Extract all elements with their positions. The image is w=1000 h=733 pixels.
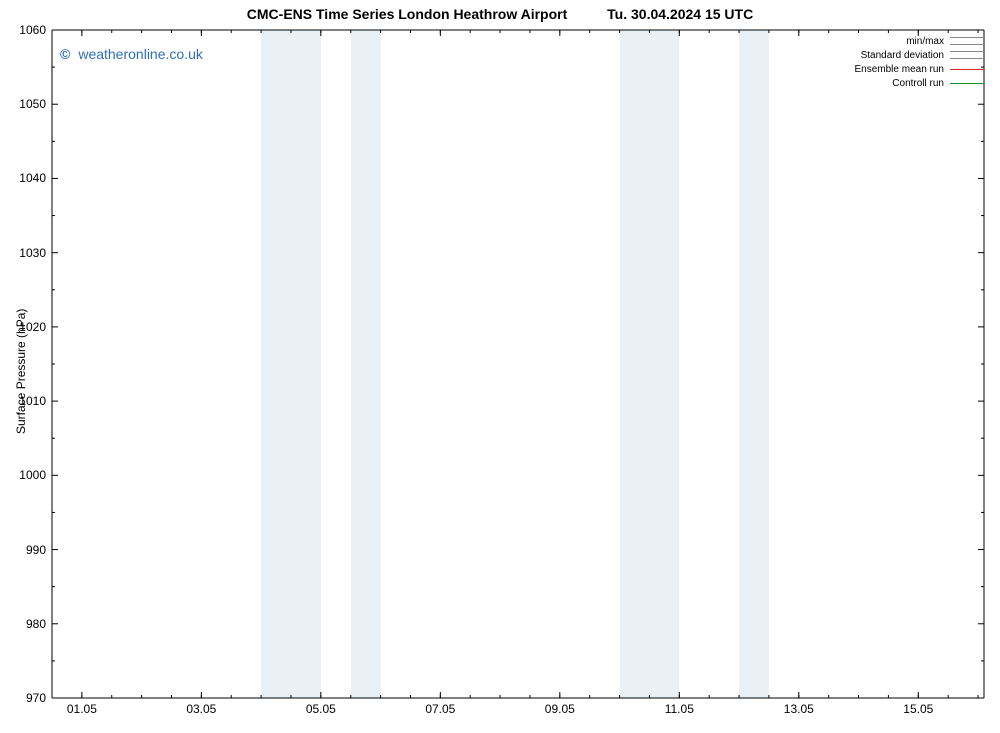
legend-swatch: [950, 37, 984, 45]
y-tick-label: 1060: [12, 23, 46, 37]
x-tick-label: 05.05: [306, 702, 336, 716]
y-tick-label: 1020: [12, 320, 46, 334]
legend-item: Standard deviation: [855, 48, 985, 62]
x-tick-label: 03.05: [186, 702, 216, 716]
chart-title-date: Tu. 30.04.2024 15 UTC: [607, 6, 753, 22]
chart-title-main: CMC-ENS Time Series London Heathrow Airp…: [247, 6, 567, 22]
axes-svg: [52, 30, 984, 698]
chart-title-bar: CMC-ENS Time Series London Heathrow Airp…: [0, 6, 1000, 22]
y-tick-label: 1040: [12, 171, 46, 185]
legend: min/max Standard deviation Ensemble mean r…: [855, 34, 985, 90]
y-tick-label: 1050: [12, 97, 46, 111]
legend-swatch: [950, 69, 984, 70]
legend-swatch: [950, 51, 984, 59]
legend-item-label: Controll run: [892, 78, 944, 89]
y-tick-label: 990: [12, 543, 46, 557]
x-tick-label: 11.05: [665, 702, 694, 716]
x-tick-label: 07.05: [425, 702, 455, 716]
legend-item-label: min/max: [906, 36, 944, 47]
legend-item: Ensemble mean run: [855, 62, 985, 76]
y-tick-label: 980: [12, 617, 46, 631]
x-tick-label: 09.05: [545, 702, 575, 716]
x-tick-label: 13.05: [784, 702, 814, 716]
x-tick-label: 15.05: [903, 702, 933, 716]
watermark-text: weatheronline.co.uk: [78, 46, 203, 62]
y-tick-label: 1010: [12, 394, 46, 408]
legend-item-label: Ensemble mean run: [855, 64, 945, 75]
legend-item-label: Standard deviation: [861, 50, 944, 61]
x-tick-label: 01.05: [67, 702, 97, 716]
legend-item: Controll run: [855, 76, 985, 90]
plot-area: [52, 30, 984, 698]
y-tick-label: 1030: [12, 246, 46, 260]
y-tick-label: 970: [12, 691, 46, 705]
watermark: © weatheronline.co.uk: [60, 46, 203, 62]
legend-swatch: [950, 83, 984, 84]
copyright-icon: ©: [60, 46, 70, 62]
legend-item: min/max: [855, 34, 985, 48]
y-tick-label: 1000: [12, 468, 46, 482]
